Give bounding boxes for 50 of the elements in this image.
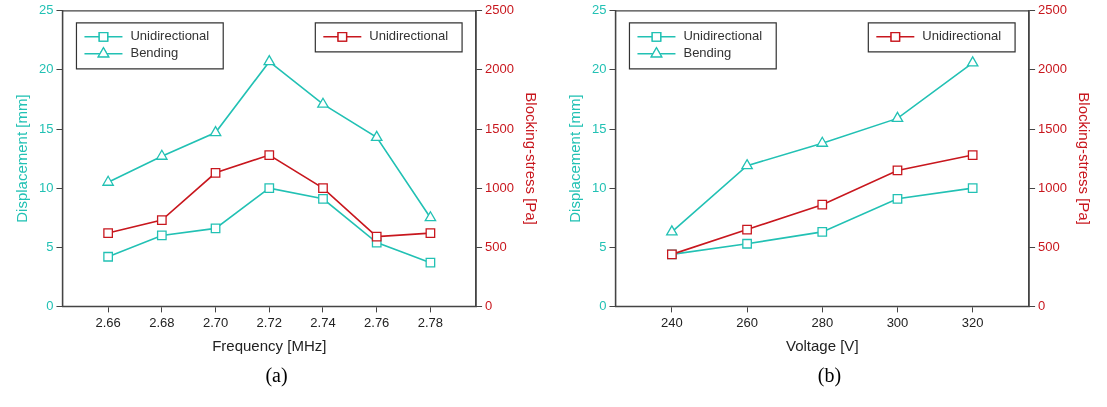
legend-label: Bending bbox=[130, 45, 179, 61]
x-tick-label: 260 bbox=[736, 314, 758, 330]
y2-tick-label: 1500 bbox=[1038, 120, 1067, 136]
text: (a) bbox=[264, 364, 289, 387]
y2-tick-label: 2000 bbox=[1038, 61, 1067, 77]
x-tick-label: 2.76 bbox=[364, 314, 390, 330]
y2-axis-title: Blocking-stress [Pa] bbox=[522, 92, 540, 225]
x-axis-title: Frequency [MHz] bbox=[212, 337, 327, 355]
x-tick-label: 2.72 bbox=[256, 314, 282, 330]
y2-tick-label: 1000 bbox=[1038, 179, 1067, 195]
legend-label: Bending bbox=[683, 45, 732, 61]
y2-tick-label: 2500 bbox=[1038, 2, 1067, 18]
y-tick-label: 10 bbox=[591, 179, 607, 195]
y-tick-label: 25 bbox=[38, 2, 54, 18]
x-tick-label: 300 bbox=[886, 314, 909, 330]
x-tick-label: 240 bbox=[661, 314, 683, 330]
y-axis-title: Displacement [mm] bbox=[566, 94, 584, 223]
y-tick-label: 5 bbox=[599, 238, 607, 254]
x-tick-label: 280 bbox=[811, 314, 834, 330]
y2-tick-label: 2000 bbox=[485, 61, 514, 77]
x-tick-label: 320 bbox=[961, 314, 984, 330]
legend-label: Unidirectional bbox=[922, 28, 1002, 44]
y-tick-label: 20 bbox=[591, 61, 607, 77]
y-tick-label: 10 bbox=[38, 179, 54, 195]
y-tick-label: 20 bbox=[38, 61, 54, 77]
y-tick-label: 15 bbox=[38, 120, 54, 136]
x-tick-label: 2.78 bbox=[417, 314, 444, 330]
y-tick-label: 5 bbox=[46, 238, 54, 254]
y2-tick-label: 1500 bbox=[485, 120, 514, 136]
x-tick-label: 2.68 bbox=[149, 314, 175, 330]
x-tick-label: 2.70 bbox=[202, 314, 229, 330]
y2-tick-label: 0 bbox=[1038, 297, 1046, 313]
x-tick-label: 2.74 bbox=[310, 314, 336, 330]
x-tick-label: 2.66 bbox=[95, 314, 121, 330]
y-axis-title: Displacement [mm] bbox=[13, 94, 31, 223]
y2-tick-label: 500 bbox=[1038, 238, 1060, 254]
y2-tick-label: 2500 bbox=[485, 2, 514, 18]
y-tick-label: 0 bbox=[599, 297, 607, 313]
y2-tick-label: 500 bbox=[485, 238, 507, 254]
y-tick-label: 25 bbox=[591, 2, 607, 18]
legend-label: Unidirectional bbox=[130, 28, 210, 44]
text: (b) bbox=[816, 364, 843, 387]
y2-tick-label: 1000 bbox=[485, 179, 514, 195]
y2-axis-title: Blocking-stress [Pa] bbox=[1075, 92, 1093, 225]
y-tick-label: 15 bbox=[591, 120, 607, 136]
y2-tick-label: 0 bbox=[485, 297, 493, 313]
x-axis-title: Voltage [V] bbox=[785, 337, 859, 355]
legend-label: Unidirectional bbox=[369, 28, 449, 44]
y-tick-label: 0 bbox=[46, 297, 54, 313]
legend-label: Unidirectional bbox=[683, 28, 763, 44]
